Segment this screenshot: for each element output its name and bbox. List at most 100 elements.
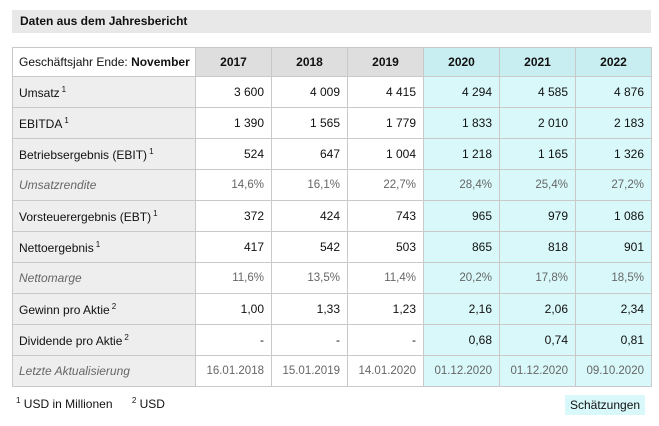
value-cell: 01.12.2020 (423, 355, 500, 387)
value-cell: 13,5% (271, 262, 348, 294)
value-cell: 22,7% (347, 169, 424, 201)
column-header: 2019 (347, 47, 424, 77)
value-cell: 417 (195, 231, 272, 263)
value-cell: 647 (271, 138, 348, 170)
row-label-cell: Umsatz 1 (12, 76, 196, 108)
row-label: Umsatz (19, 85, 60, 100)
value-cell: 01.12.2020 (499, 355, 576, 387)
row-label: Betriebsergebnis (EBIT) (19, 147, 148, 162)
footnotes: 1 USD in Millionen 2 USD (14, 396, 179, 411)
row-label: Umsatzrendite (19, 178, 97, 192)
footnote-text: USD (139, 397, 165, 411)
value-cell: 0,68 (423, 324, 500, 356)
row-label-cell: EBITDA 1 (12, 107, 196, 139)
row-label: EBITDA (19, 116, 63, 131)
value-cell: 965 (423, 200, 500, 232)
value-cell: 424 (271, 200, 348, 232)
value-cell: 1 218 (423, 138, 500, 170)
value-cell: 27,2% (575, 169, 652, 201)
value-cell: 1 833 (423, 107, 500, 139)
value-cell: 524 (195, 138, 272, 170)
value-cell: 503 (347, 231, 424, 263)
value-cell: 1 565 (271, 107, 348, 139)
value-cell: - (271, 324, 348, 356)
row-label-cell: Betriebsergebnis (EBIT) 1 (12, 138, 196, 170)
header-prefix: Geschäftsjahr Ende: (19, 55, 132, 69)
row-label: Gewinn pro Aktie (19, 302, 110, 317)
footnote-ref: 2 (124, 332, 129, 342)
row-label: Dividende pro Aktie (19, 333, 123, 348)
row-label-cell: Umsatzrendite (12, 169, 196, 201)
value-cell: 1,23 (347, 293, 424, 325)
row-label: Nettomarge (19, 271, 82, 285)
value-cell: 3 600 (195, 76, 272, 108)
table-row: Dividende pro Aktie 2- - -0,68 0,74 0,81 (12, 324, 652, 356)
header-label: Geschäftsjahr Ende: November (12, 47, 196, 77)
value-cell: 2 010 (499, 107, 576, 139)
value-cell: 1 390 (195, 107, 272, 139)
column-header: 2021 (499, 47, 576, 77)
table-row: Nettomarge 11,6% 13,5% 11,4% 20,2% 17,8% 18,5% (12, 262, 652, 294)
value-cell: 2,16 (423, 293, 500, 325)
value-cell: 0,81 (575, 324, 652, 356)
value-cell: 1 326 (575, 138, 652, 170)
table-row: Nettoergebnis 1 417 542 503 865 818 901 (12, 231, 652, 263)
value-cell: 4 009 (271, 76, 348, 108)
row-label-cell: Dividende pro Aktie 2 (12, 324, 196, 356)
value-cell: 901 (575, 231, 652, 263)
column-header: 2018 (271, 47, 348, 77)
value-cell: 743 (347, 200, 424, 232)
value-cell: 1 004 (347, 138, 424, 170)
value-cell: 15.01.2019 (271, 355, 348, 387)
value-cell: 28,4% (423, 169, 500, 201)
value-cell: 14,6% (195, 169, 272, 201)
footnote-ref: 1 (153, 208, 158, 218)
footnote-ref: 1 (95, 239, 101, 249)
value-cell: 25,4% (499, 169, 576, 201)
row-label-cell: Nettoergebnis 1 (12, 231, 196, 263)
table-row: Gewinn pro Aktie 2 1,00 1,33 1,23 2,16 2,06 2,3… (12, 293, 652, 325)
row-label-cell: Vorsteuerergebnis (EBT) 1 (12, 200, 196, 232)
footnote-ref: 1 (64, 115, 69, 125)
value-cell: 2,06 (499, 293, 576, 325)
table-row: Betriebsergebnis (EBIT) 1 524 647 1 004 1 218… (12, 138, 652, 170)
value-cell: 2 183 (575, 107, 652, 139)
value-cell: 18,5% (575, 262, 652, 294)
table-row: Umsatzrendite 14,6% 16,1% 22,7% 28,4% 25,4% 27… (12, 169, 652, 201)
footnote: 1 USD in Millionen (14, 396, 113, 411)
value-cell: 0,74 (499, 324, 576, 356)
footnote-ref: 1 (149, 146, 154, 156)
value-cell: 09.10.2020 (575, 355, 652, 387)
table-row: Vorsteuerergebnis (EBT) 1 372 424 743 965 979 1… (12, 200, 652, 232)
row-label: Letzte Aktualisierung (19, 364, 130, 378)
value-cell: - (347, 324, 424, 356)
value-cell: 818 (499, 231, 576, 263)
value-cell: 1 165 (499, 138, 576, 170)
value-cell: 2,34 (575, 293, 652, 325)
value-cell: 1,00 (195, 293, 272, 325)
column-header: 2017 (195, 47, 272, 77)
footnote-ref: 1 (61, 84, 67, 94)
value-cell: 542 (271, 231, 348, 263)
value-cell: 4 876 (575, 76, 652, 108)
row-label-cell: Letzte Aktualisierung (12, 355, 196, 387)
header-month: November (131, 55, 190, 69)
value-cell: 16.01.2018 (195, 355, 272, 387)
value-cell: 865 (423, 231, 500, 263)
footnote-mark: 1 (16, 396, 21, 405)
value-cell: 4 415 (347, 76, 424, 108)
value-cell: 11,6% (195, 262, 272, 294)
value-cell: 11,4% (347, 262, 424, 294)
value-cell: 17,8% (499, 262, 576, 294)
value-cell: - (195, 324, 272, 356)
value-cell: 4 294 (423, 76, 500, 108)
column-header: 2022 (575, 47, 652, 77)
value-cell: 4 585 (499, 76, 576, 108)
table-row: Umsatz 1 3 600 4 009 4 415 4 294 4 585 4 876 (12, 76, 652, 108)
row-label-cell: Gewinn pro Aktie 2 (12, 293, 196, 325)
value-cell: 1 086 (575, 200, 652, 232)
header-row: Geschäftsjahr Ende: November 2017 2018 201… (12, 47, 652, 77)
value-cell: 979 (499, 200, 576, 232)
table-title: Daten aus dem Jahresbericht (12, 10, 651, 33)
